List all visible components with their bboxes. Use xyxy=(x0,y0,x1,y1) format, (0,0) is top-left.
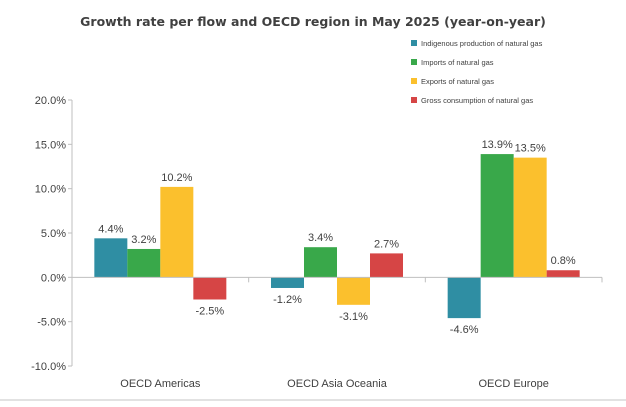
bar xyxy=(94,238,128,278)
bar xyxy=(271,277,304,288)
data-label: 0.8% xyxy=(551,255,576,267)
y-tick-label: -10.0% xyxy=(31,361,66,373)
bar xyxy=(370,253,403,278)
legend-swatch xyxy=(411,40,417,46)
y-axis: 20.0% 15.0% 10.0% 5.0% 0.0% -5.0% -10.0% xyxy=(31,95,73,373)
y-tick-label: -5.0% xyxy=(37,317,66,329)
data-label: 3.2% xyxy=(131,234,156,246)
data-label: 4.4% xyxy=(98,223,123,235)
y-tick-label: 0.0% xyxy=(41,272,66,284)
legend: Indigenous production of natural gas Impo… xyxy=(411,39,543,105)
legend-label: Imports of natural gas xyxy=(421,58,494,67)
x-axis: OECD Americas OECD Asia Oceania OECD Europ… xyxy=(71,276,603,390)
bar xyxy=(513,157,547,278)
bar xyxy=(304,247,337,278)
category-label: OECD Americas xyxy=(120,378,201,390)
bar xyxy=(546,270,580,278)
y-tick-label: 15.0% xyxy=(35,139,66,151)
data-label: -1.2% xyxy=(273,294,302,306)
data-label: -2.5% xyxy=(195,306,224,318)
bar xyxy=(193,277,227,300)
y-tick-label: 5.0% xyxy=(41,228,66,240)
bars xyxy=(94,154,580,319)
bar xyxy=(160,186,194,278)
y-tick-label: 10.0% xyxy=(35,184,66,196)
bar xyxy=(480,154,514,278)
category-label: OECD Europe xyxy=(479,378,549,390)
legend-label: Gross consumption of natural gas xyxy=(421,96,533,105)
data-label: -4.6% xyxy=(450,324,479,336)
data-labels: 4.4% 3.2% 10.2% -2.5% -1.2% 3.4% -3.1% 2.7% -4.6… xyxy=(98,139,576,336)
bar xyxy=(337,277,370,305)
data-label: 10.2% xyxy=(161,172,192,184)
y-tick-label: 20.0% xyxy=(35,95,66,107)
category-label: OECD Asia Oceania xyxy=(287,378,388,390)
data-label: -3.1% xyxy=(339,311,368,323)
data-label: 2.7% xyxy=(374,238,399,250)
data-label: 13.9% xyxy=(482,139,513,151)
bar xyxy=(447,277,481,319)
legend-swatch xyxy=(411,59,417,65)
legend-label: Indigenous production of natural gas xyxy=(421,39,543,48)
data-label: 3.4% xyxy=(308,232,333,244)
legend-swatch xyxy=(411,97,417,103)
chart-title: Growth rate per flow and OECD region in … xyxy=(80,14,546,29)
bar xyxy=(127,248,161,278)
data-label: 13.5% xyxy=(515,143,546,155)
legend-swatch xyxy=(411,78,417,84)
legend-label: Exports of natural gas xyxy=(421,77,494,86)
